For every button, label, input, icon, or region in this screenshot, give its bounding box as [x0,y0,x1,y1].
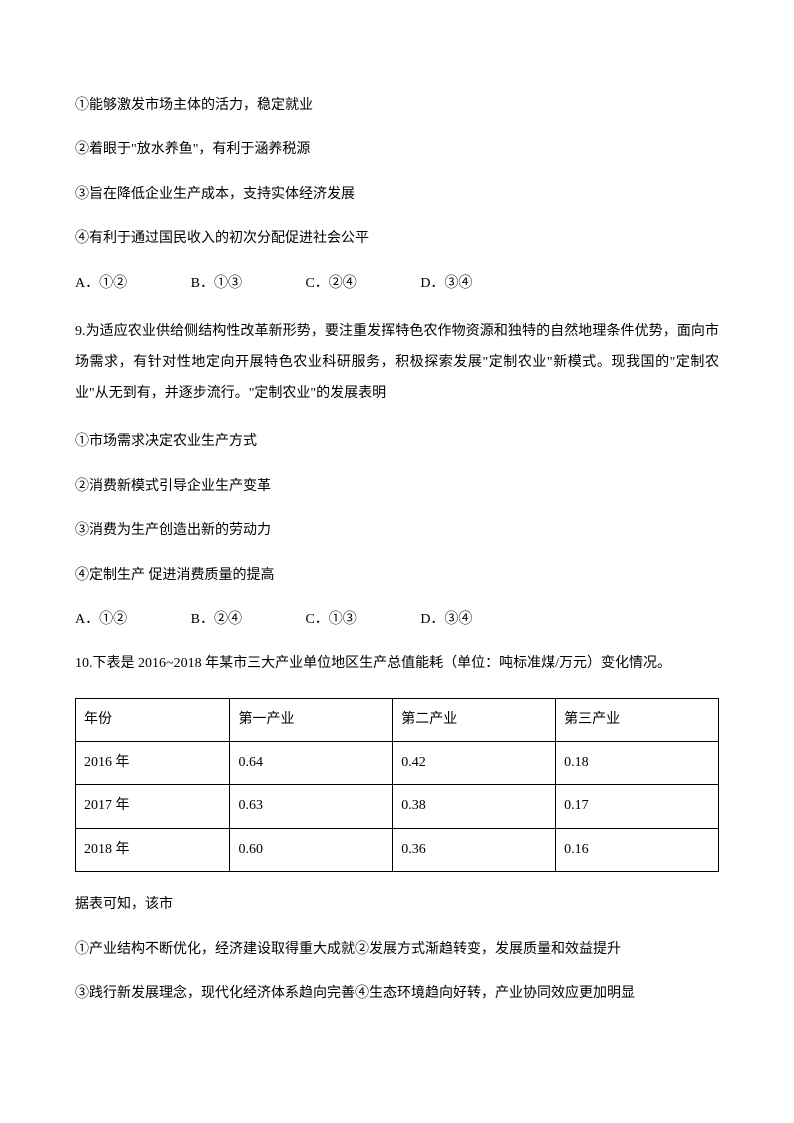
table-cell: 0.38 [393,785,556,828]
table-row: 2016 年 0.64 0.42 0.18 [76,742,719,785]
q9-choices: A．①② B．②④ C．①③ D．③④ [75,609,719,631]
table-header: 第二产业 [393,698,556,741]
table-cell: 2018 年 [76,828,230,871]
q9-option-1: ①市场需求决定农业生产方式 [75,431,719,453]
table-cell: 0.16 [556,828,719,871]
q10-option-12: ①产业结构不断优化，经济建设取得重大成就②发展方式渐趋转变，发展质量和效益提升 [75,939,719,961]
q9-option-2: ②消费新模式引导企业生产变革 [75,476,719,498]
q9-option-3: ③消费为生产创造出新的劳动力 [75,520,719,542]
table-header-row: 年份 第一产业 第二产业 第三产业 [76,698,719,741]
q9-choice-d: D．③④ [420,609,472,631]
table-header: 第三产业 [556,698,719,741]
q8-choice-d: D．③④ [420,273,472,295]
q9-option-4: ④定制生产 促进消费质量的提高 [75,565,719,587]
table-cell: 0.18 [556,742,719,785]
q8-option-1: ①能够激发市场主体的活力，稳定就业 [75,95,719,117]
q9-choice-b: B．②④ [191,609,242,631]
table-cell: 0.63 [230,785,393,828]
table-cell: 0.60 [230,828,393,871]
q8-choice-c: C．②④ [305,273,356,295]
q8-choices: A．①② B．①③ C．②④ D．③④ [75,273,719,295]
q8-option-2: ②着眼于"放水养鱼"，有利于涵养税源 [75,139,719,161]
q9-choice-c: C．①③ [305,609,356,631]
q8-option-4: ④有利于通过国民收入的初次分配促进社会公平 [75,228,719,250]
q10-footer: 据表可知，该市 [75,894,719,916]
table-cell: 2017 年 [76,785,230,828]
table-cell: 0.17 [556,785,719,828]
q9-text: 9.为适应农业供给侧结构性改革新形势，要注重发挥特色农作物资源和独特的自然地理条… [75,317,719,409]
table-cell: 0.42 [393,742,556,785]
q10-text: 10.下表是 2016~2018 年某市三大产业单位地区生产总值能耗（单位：吨标… [75,653,719,675]
q8-choice-b: B．①③ [191,273,242,295]
table-cell: 0.36 [393,828,556,871]
q10-table: 年份 第一产业 第二产业 第三产业 2016 年 0.64 0.42 0.18 … [75,698,719,873]
q8-option-3: ③旨在降低企业生产成本，支持实体经济发展 [75,184,719,206]
q10-option-34: ③践行新发展理念，现代化经济体系趋向完善④生态环境趋向好转，产业协同效应更加明显 [75,983,719,1005]
table-header: 第一产业 [230,698,393,741]
table-cell: 0.64 [230,742,393,785]
table-cell: 2016 年 [76,742,230,785]
q8-choice-a: A．①② [75,273,127,295]
q9-choice-a: A．①② [75,609,127,631]
table-row: 2017 年 0.63 0.38 0.17 [76,785,719,828]
table-header: 年份 [76,698,230,741]
table-row: 2018 年 0.60 0.36 0.16 [76,828,719,871]
